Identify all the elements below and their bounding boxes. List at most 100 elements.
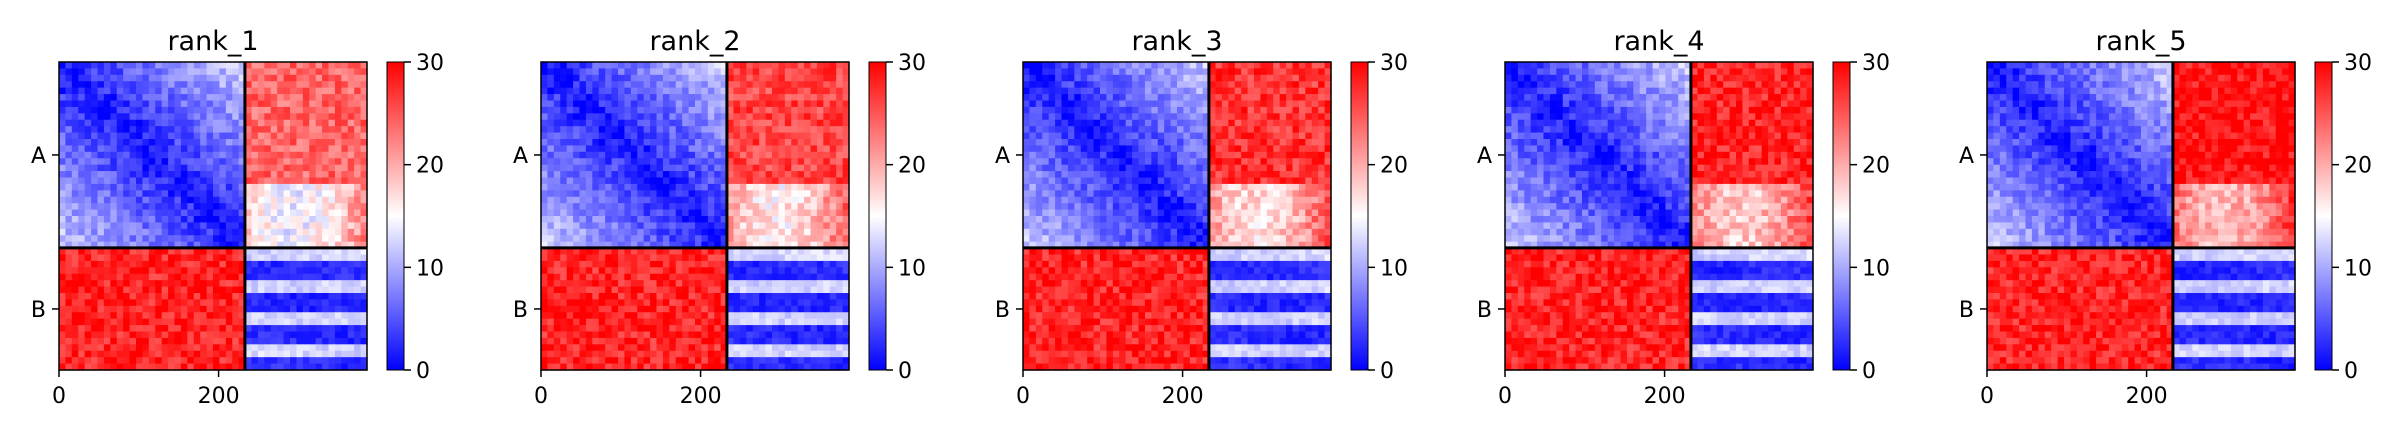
heatmap-cell bbox=[264, 305, 272, 313]
heatmap-cell bbox=[129, 119, 137, 127]
heatmap-cell bbox=[643, 318, 651, 326]
heatmap-cell bbox=[611, 100, 619, 108]
heatmap-cell bbox=[585, 337, 593, 345]
heatmap-cell bbox=[772, 222, 780, 230]
heatmap-cell bbox=[720, 119, 728, 127]
heatmap-cell bbox=[65, 126, 73, 134]
heatmap-cell bbox=[624, 254, 632, 262]
heatmap-cell bbox=[232, 222, 240, 230]
heatmap-cell bbox=[1164, 100, 1172, 108]
heatmap-cell bbox=[200, 318, 208, 326]
heatmap-cell bbox=[585, 158, 593, 166]
heatmap-cell bbox=[682, 183, 690, 191]
heatmap-cell bbox=[720, 113, 728, 121]
heatmap-cell bbox=[334, 363, 342, 371]
heatmap-cell bbox=[637, 119, 645, 127]
heatmap-cell bbox=[765, 87, 773, 95]
heatmap-cell bbox=[174, 209, 182, 217]
heatmap-cell bbox=[727, 183, 735, 191]
heatmap-cell bbox=[566, 100, 574, 108]
heatmap-cell bbox=[1254, 68, 1262, 76]
heatmap-cell bbox=[174, 100, 182, 108]
heatmap-cell bbox=[772, 158, 780, 166]
heatmap-cell bbox=[605, 209, 613, 217]
heatmap-cell bbox=[1215, 81, 1223, 89]
heatmap-cell bbox=[547, 126, 555, 134]
heatmap-cell bbox=[611, 305, 619, 313]
heatmap-cell bbox=[193, 228, 201, 236]
heatmap-cell bbox=[643, 106, 651, 114]
heatmap-cell bbox=[251, 331, 259, 339]
heatmap-cell bbox=[553, 286, 561, 294]
heatmap-cell bbox=[573, 74, 581, 82]
heatmap-cell bbox=[1183, 81, 1191, 89]
heatmap-cell bbox=[579, 299, 587, 307]
heatmap-cell bbox=[103, 190, 111, 198]
heatmap-cell bbox=[733, 248, 741, 256]
heatmap-cell bbox=[309, 305, 317, 313]
heatmap-cell bbox=[579, 151, 587, 159]
heatmap-cell bbox=[136, 151, 144, 159]
heatmap-cell bbox=[823, 203, 831, 211]
heatmap-cell bbox=[290, 357, 298, 365]
heatmap-cell bbox=[1067, 100, 1075, 108]
heatmap-cell bbox=[110, 126, 118, 134]
heatmap-cell bbox=[71, 325, 79, 333]
heatmap-cell bbox=[315, 190, 323, 198]
heatmap-cell bbox=[277, 183, 285, 191]
heatmap-cell bbox=[91, 145, 99, 153]
heatmap-cell bbox=[541, 299, 549, 307]
heatmap-cell bbox=[180, 87, 188, 95]
heatmap-cell bbox=[791, 312, 799, 320]
heatmap-cell bbox=[206, 241, 214, 249]
heatmap-cell bbox=[778, 209, 786, 217]
heatmap-cell bbox=[136, 158, 144, 166]
heatmap-cell bbox=[219, 344, 227, 352]
heatmap-cell bbox=[746, 286, 754, 294]
heatmap-cell bbox=[541, 81, 549, 89]
heatmap-cell bbox=[142, 267, 150, 275]
heatmap-cell bbox=[643, 235, 651, 243]
heatmap-cell bbox=[682, 164, 690, 172]
heatmap-cell bbox=[1221, 62, 1229, 70]
heatmap-cell bbox=[618, 273, 626, 281]
heatmap-cell bbox=[829, 273, 837, 281]
heatmap-cell bbox=[347, 331, 355, 339]
heatmap-cell bbox=[71, 81, 79, 89]
heatmap-cell bbox=[354, 177, 362, 185]
heatmap-cell bbox=[136, 216, 144, 224]
heatmap-cell bbox=[682, 305, 690, 313]
heatmap-cell bbox=[290, 254, 298, 262]
heatmap-cell bbox=[624, 241, 632, 249]
heatmap-cell bbox=[270, 331, 278, 339]
heatmap-cell bbox=[823, 113, 831, 121]
heatmap-cell bbox=[59, 273, 67, 281]
heatmap-cell bbox=[270, 119, 278, 127]
heatmap-cell bbox=[270, 183, 278, 191]
heatmap-cell bbox=[579, 318, 587, 326]
heatmap-cell bbox=[110, 273, 118, 281]
heatmap-cell bbox=[598, 203, 606, 211]
heatmap-cell bbox=[1254, 94, 1262, 102]
heatmap-cell bbox=[656, 145, 664, 153]
heatmap-cell bbox=[103, 126, 111, 134]
heatmap-cell bbox=[206, 280, 214, 288]
heatmap-cell bbox=[245, 260, 253, 268]
heatmap-cell bbox=[553, 100, 561, 108]
heatmap-cell bbox=[110, 222, 118, 230]
heatmap-cell bbox=[129, 228, 137, 236]
heatmap-cell bbox=[765, 216, 773, 224]
heatmap-cell bbox=[1273, 87, 1281, 95]
heatmap-cell bbox=[746, 68, 754, 76]
heatmap-cell bbox=[161, 196, 169, 204]
heatmap-cell bbox=[585, 177, 593, 185]
heatmap-cell bbox=[148, 318, 156, 326]
heatmap-cell bbox=[161, 126, 169, 134]
heatmap-cell bbox=[778, 113, 786, 121]
heatmap-cell bbox=[328, 171, 336, 179]
heatmap-cell bbox=[59, 209, 67, 217]
heatmap-cell bbox=[739, 363, 747, 371]
heatmap-cell bbox=[675, 183, 683, 191]
heatmap-cell bbox=[232, 286, 240, 294]
heatmap-cell bbox=[695, 273, 703, 281]
